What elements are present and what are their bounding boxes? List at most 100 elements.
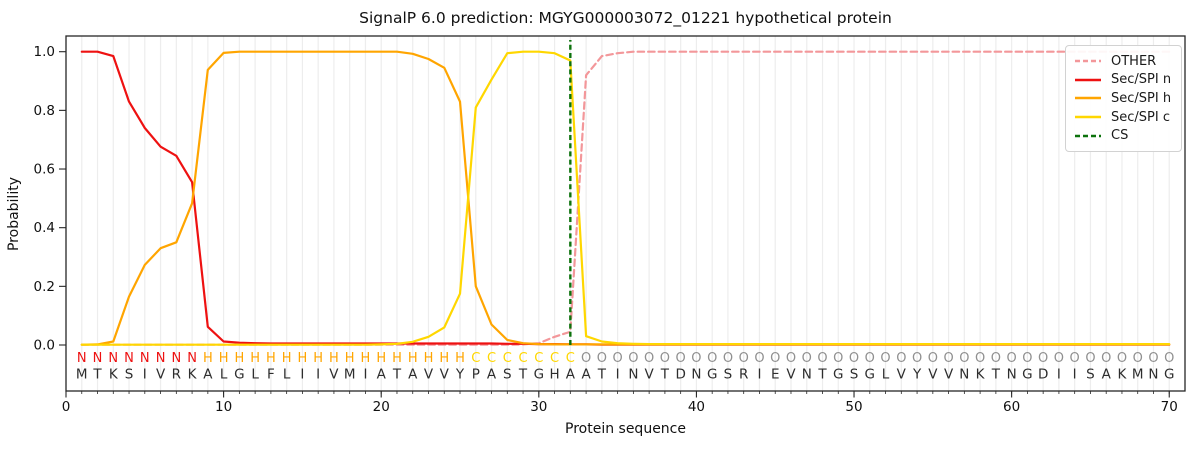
- aa-letter: N: [802, 367, 812, 383]
- legend: OTHER Sec/SPI n Sec/SPI h Sec/SPI c CS: [1065, 45, 1182, 152]
- legend-line-sample: [1075, 134, 1101, 137]
- region-letter: H: [455, 351, 465, 366]
- aa-letter: D: [1038, 367, 1048, 383]
- aa-letter: K: [188, 367, 198, 383]
- aa-letter: V: [645, 367, 655, 383]
- region-letter: O: [739, 351, 749, 366]
- aa-letter: S: [125, 367, 134, 383]
- aa-letter: V: [329, 367, 339, 383]
- aa-letter: I: [1073, 367, 1077, 383]
- legend-line-sample: [1075, 60, 1101, 63]
- y-tick-label: 0.6: [34, 162, 55, 178]
- aa-letter: G: [234, 367, 244, 383]
- region-letter: O: [1164, 351, 1174, 366]
- curve-sec-spi-n: [80, 50, 1171, 346]
- region-letter: O: [1117, 351, 1127, 366]
- aa-letter: I: [363, 367, 367, 383]
- aa-letter: Y: [455, 367, 465, 383]
- y-tick-label: 0.8: [34, 103, 55, 119]
- aa-letter: V: [897, 367, 907, 383]
- plot-title: SignalP 6.0 prediction: MGYG000003072_01…: [359, 9, 892, 27]
- aa-letter: M: [76, 367, 88, 383]
- region-letter: O: [581, 351, 591, 366]
- x-tick-label: 30: [530, 399, 547, 415]
- legend-item-other: OTHER: [1074, 52, 1173, 71]
- legend-line-sample: [1075, 97, 1101, 100]
- legend-label: CS: [1111, 128, 1129, 144]
- x-tick-label: 50: [845, 399, 862, 415]
- x-axis-label: Protein sequence: [565, 421, 686, 437]
- region-letter: N: [124, 351, 134, 366]
- aa-letter: G: [534, 367, 544, 383]
- aa-letter: G: [1164, 367, 1174, 383]
- aa-letter: T: [518, 367, 528, 383]
- aa-letter: K: [1118, 367, 1128, 383]
- region-letter: O: [1038, 351, 1048, 366]
- region-letter: C: [534, 351, 543, 366]
- region-letter: N: [140, 351, 150, 366]
- aa-letter: V: [928, 367, 938, 383]
- region-letter: H: [329, 351, 339, 366]
- aa-letter: I: [616, 367, 620, 383]
- region-letter: O: [1070, 351, 1080, 366]
- region-letter: C: [487, 351, 496, 366]
- aa-letter: P: [472, 367, 480, 383]
- legend-label: OTHER: [1111, 53, 1157, 69]
- axes-spines: [65, 35, 1186, 392]
- region-letter: O: [833, 351, 843, 366]
- legend-label: Sec/SPI n: [1111, 72, 1172, 88]
- aa-letter: A: [581, 367, 591, 383]
- aa-letter: S: [724, 367, 733, 383]
- legend-line-sample: [1075, 115, 1101, 119]
- aa-letter: T: [92, 367, 102, 383]
- region-letter: N: [156, 351, 166, 366]
- region-letter: H: [439, 351, 449, 366]
- region-letter: O: [959, 351, 969, 366]
- region-letter: O: [865, 351, 875, 366]
- region-letter: H: [376, 351, 386, 366]
- aa-letter: I: [757, 367, 761, 383]
- region-letter: O: [660, 351, 670, 366]
- region-letter: H: [424, 351, 434, 366]
- aa-letter: N: [628, 367, 638, 383]
- x-tick-label: 20: [373, 399, 390, 415]
- region-letter: O: [817, 351, 827, 366]
- region-letter: C: [519, 351, 528, 366]
- aa-letter: A: [408, 367, 418, 383]
- region-letter: C: [550, 351, 559, 366]
- region-letter: O: [644, 351, 654, 366]
- region-letter: H: [219, 351, 229, 366]
- y-tick-label: 1.0: [34, 44, 55, 60]
- region-letter: N: [93, 351, 103, 366]
- aa-letter: L: [220, 367, 228, 383]
- aa-letter: N: [959, 367, 969, 383]
- legend-line-sample: [1075, 78, 1101, 82]
- aa-letter: G: [865, 367, 875, 383]
- aa-letter: M: [344, 367, 356, 383]
- region-letter: O: [1133, 351, 1143, 366]
- region-letter: O: [1101, 351, 1111, 366]
- region-letter: O: [928, 351, 938, 366]
- aa-letter: T: [597, 367, 607, 383]
- legend-item-sec-spi-n: Sec/SPI n: [1074, 71, 1173, 90]
- aa-letter: V: [786, 367, 796, 383]
- aa-letter: I: [300, 367, 304, 383]
- region-letter: O: [880, 351, 890, 366]
- region-letter: O: [896, 351, 906, 366]
- aa-letter: A: [566, 367, 576, 383]
- aa-letter: A: [377, 367, 387, 383]
- region-letter: O: [991, 351, 1001, 366]
- aa-letter: K: [109, 367, 119, 383]
- region-letter: O: [1022, 351, 1032, 366]
- region-letter: N: [108, 351, 118, 366]
- aa-letter: H: [549, 367, 559, 383]
- region-letter: H: [203, 351, 213, 366]
- region-letter: O: [1054, 351, 1064, 366]
- region-letter: H: [298, 351, 308, 366]
- x-tick-label: 0: [62, 399, 71, 415]
- region-letter: O: [770, 351, 780, 366]
- aa-letter: L: [882, 367, 890, 383]
- region-letter: O: [691, 351, 701, 366]
- region-letter: O: [943, 351, 953, 366]
- region-letter: O: [975, 351, 985, 366]
